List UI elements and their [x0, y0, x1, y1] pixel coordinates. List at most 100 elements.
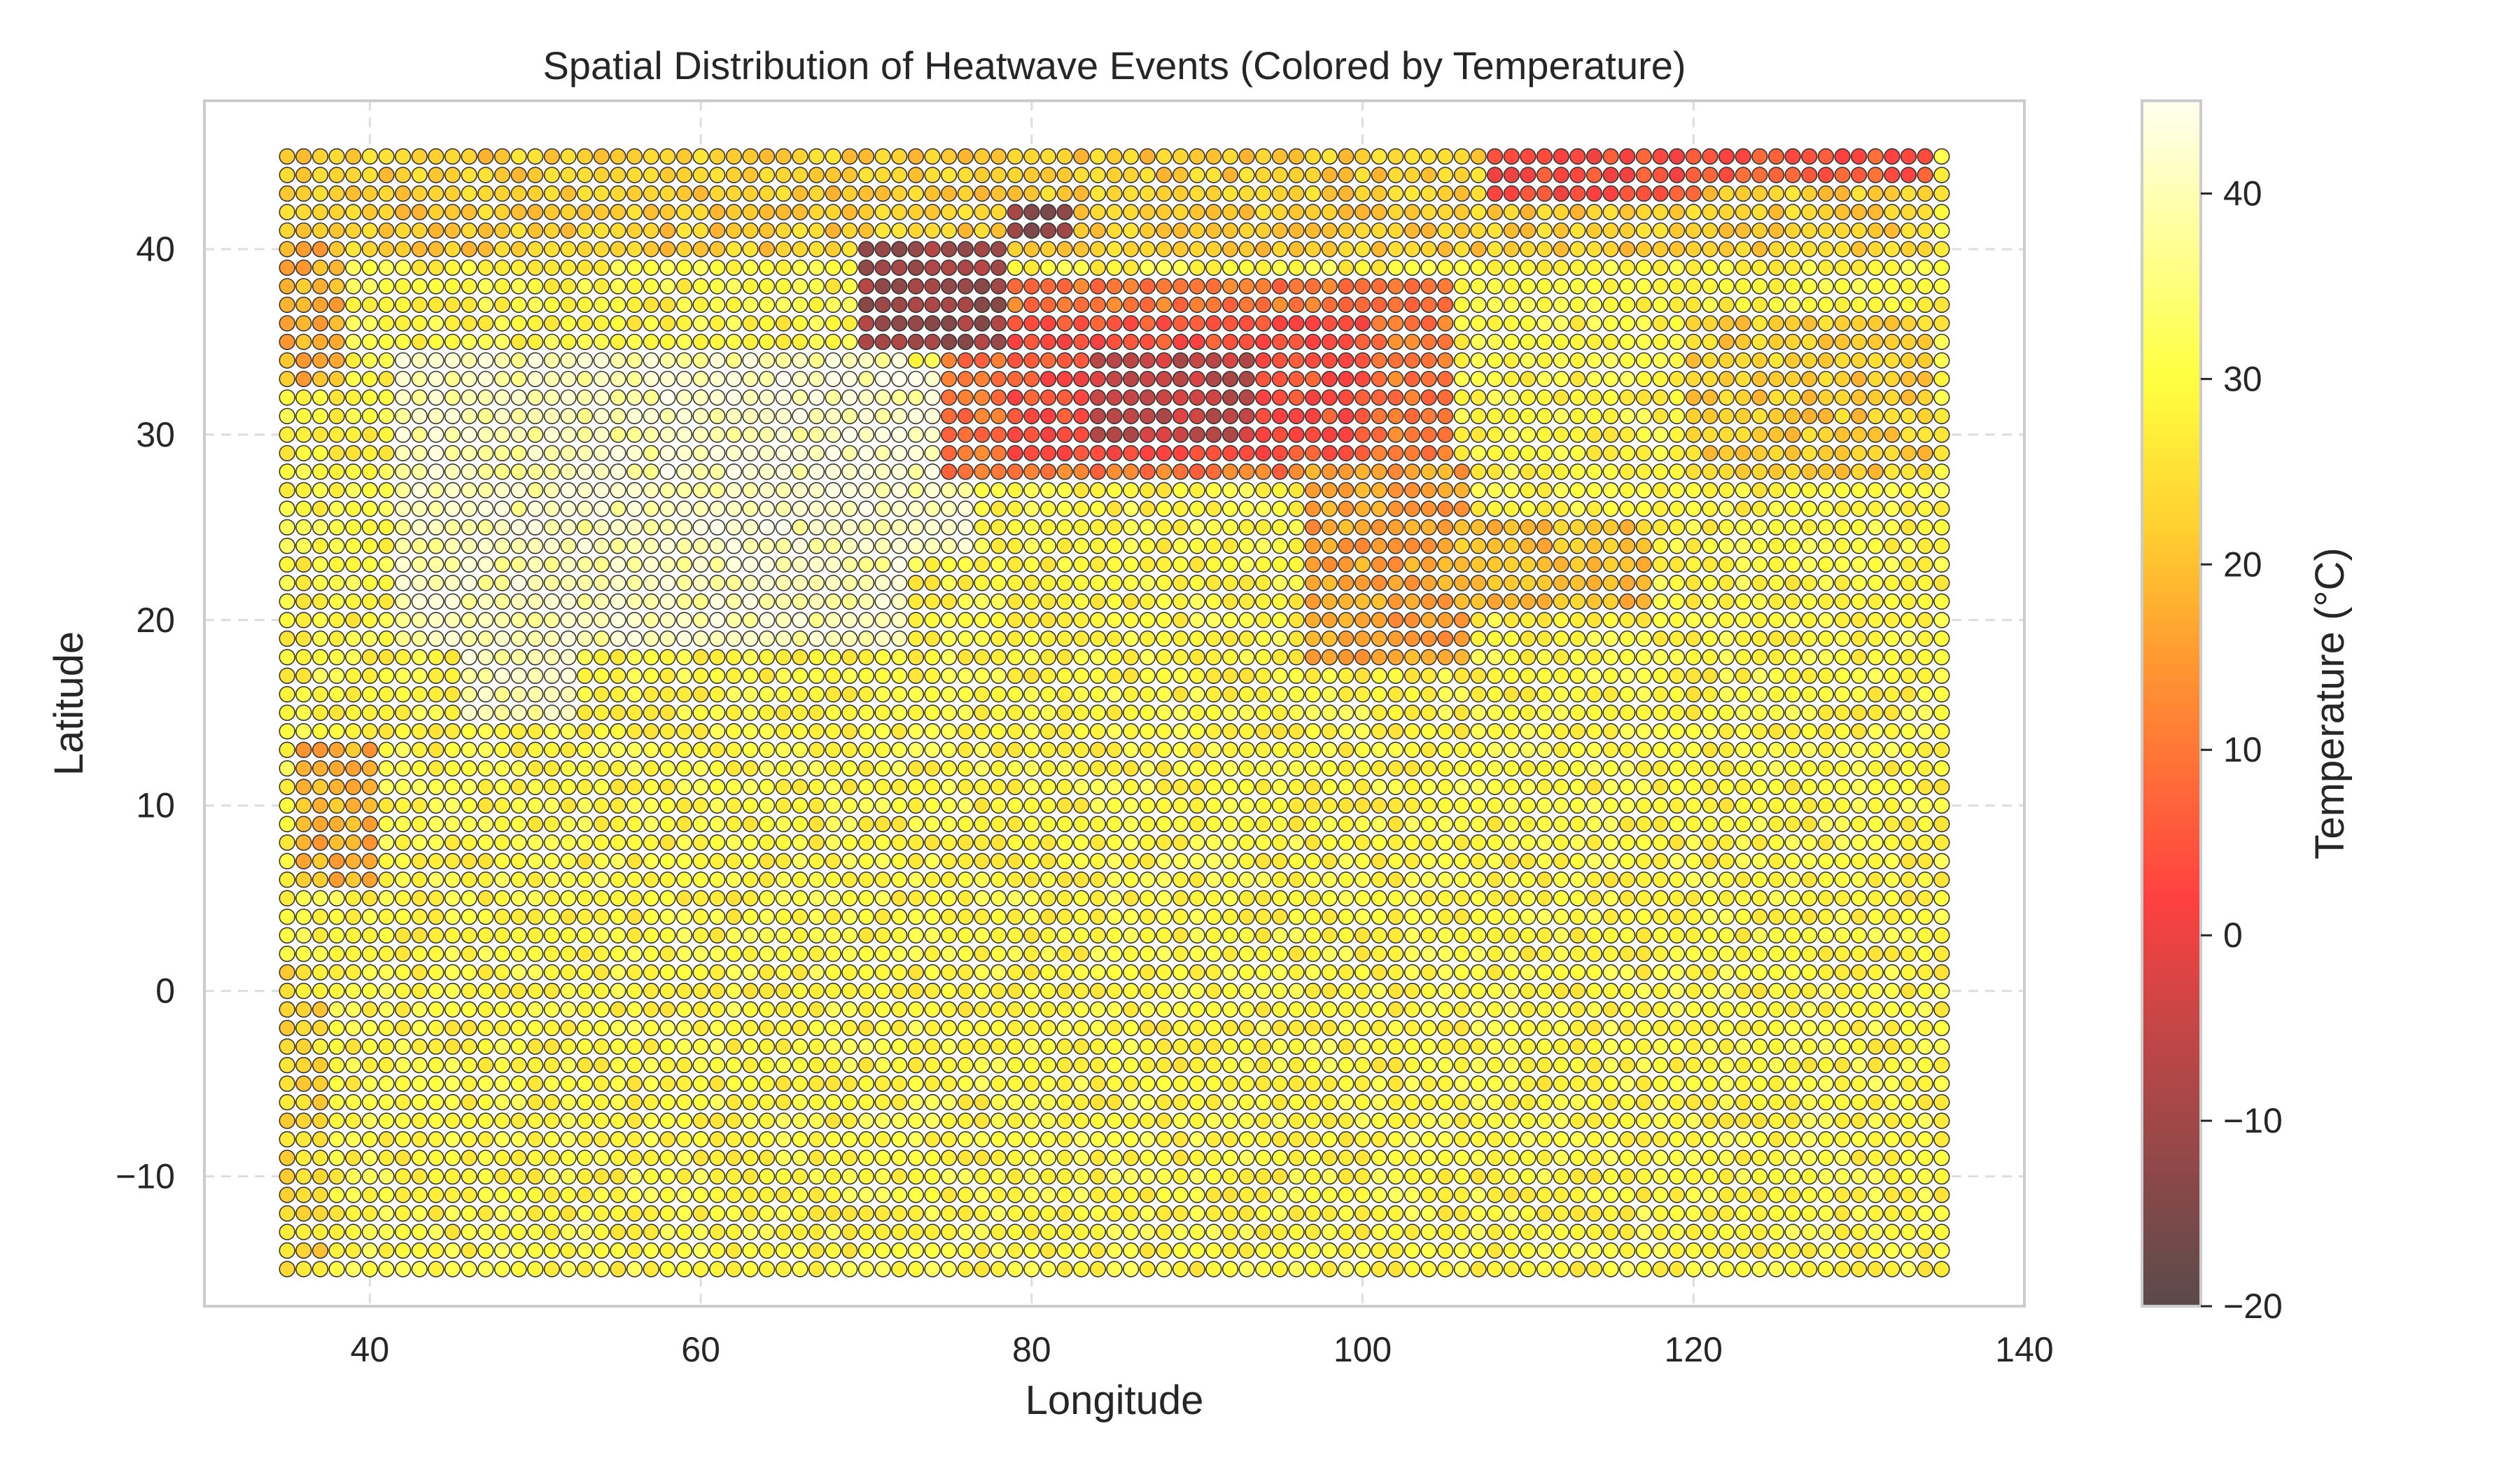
scatter-point	[825, 722, 841, 740]
scatter-point	[1437, 1168, 1454, 1185]
scatter-point	[758, 575, 776, 592]
scatter-point	[361, 556, 379, 573]
scatter-point	[940, 1038, 958, 1055]
scatter-point	[361, 444, 379, 462]
scatter-point	[543, 945, 561, 962]
scatter-point	[957, 667, 974, 684]
scatter-point	[626, 927, 643, 944]
scatter-point	[742, 945, 759, 962]
scatter-point	[1072, 1093, 1090, 1111]
scatter-point	[1040, 407, 1057, 425]
scatter-point	[1205, 1242, 1222, 1259]
scatter-point	[1867, 389, 1884, 406]
scatter-point	[576, 407, 594, 425]
scatter-point	[1470, 1186, 1487, 1203]
scatter-point	[345, 612, 362, 629]
scatter-point	[328, 389, 345, 406]
scatter-point	[1222, 1112, 1239, 1129]
scatter-point	[1288, 741, 1305, 758]
scatter-point	[560, 1186, 577, 1203]
scatter-point	[610, 704, 626, 721]
scatter-point	[1553, 1224, 1569, 1240]
scatter-point	[1834, 407, 1851, 425]
scatter-point	[659, 1242, 676, 1259]
scatter-point	[825, 1038, 841, 1055]
scatter-point	[659, 760, 676, 777]
scatter-point	[1685, 1038, 1702, 1055]
scatter-point	[758, 444, 776, 462]
scatter-point	[361, 630, 379, 647]
scatter-point	[1156, 575, 1172, 592]
scatter-point	[742, 1038, 759, 1055]
scatter-point	[1007, 1038, 1023, 1055]
scatter-point	[378, 612, 395, 629]
scatter-point	[361, 667, 379, 684]
scatter-point	[1404, 1038, 1421, 1055]
scatter-point	[543, 927, 561, 944]
scatter-point	[1751, 1130, 1768, 1148]
scatter-point	[1106, 778, 1123, 795]
scatter-point	[1437, 667, 1454, 684]
scatter-point	[461, 1242, 477, 1259]
scatter-point	[841, 1112, 858, 1129]
scatter-point	[974, 927, 990, 944]
scatter-point	[1238, 667, 1255, 684]
scatter-point	[924, 778, 941, 795]
scatter-point	[940, 1112, 958, 1129]
scatter-point	[328, 927, 345, 944]
scatter-point	[1453, 426, 1471, 443]
scatter-point	[841, 649, 858, 666]
scatter-point	[1503, 370, 1520, 388]
scatter-point	[610, 612, 626, 629]
scatter-point	[361, 816, 379, 832]
scatter-point	[1801, 945, 1818, 962]
scatter-point	[1271, 1261, 1289, 1278]
scatter-point	[1850, 630, 1868, 647]
scatter-point	[1172, 945, 1189, 962]
scatter-point	[576, 389, 594, 406]
scatter-point	[1023, 389, 1040, 406]
scatter-point	[411, 667, 428, 684]
scatter-point	[1586, 964, 1603, 981]
scatter-point	[610, 760, 626, 777]
scatter-point	[510, 722, 527, 740]
scatter-point	[1222, 407, 1239, 425]
scatter-point	[1321, 797, 1338, 814]
scatter-point	[1503, 797, 1520, 814]
scatter-point	[1040, 1224, 1057, 1240]
scatter-point	[1139, 370, 1156, 388]
scatter-point	[1437, 1242, 1454, 1259]
scatter-point	[1072, 630, 1090, 647]
scatter-point	[742, 1168, 759, 1185]
scatter-point	[1569, 538, 1586, 554]
scatter-point	[974, 1038, 990, 1055]
scatter-point	[428, 463, 444, 480]
scatter-point	[1702, 1038, 1718, 1055]
scatter-point	[1900, 1149, 1917, 1166]
scatter-point	[378, 908, 395, 925]
scatter-point	[974, 1205, 990, 1222]
scatter-point	[345, 1186, 362, 1203]
scatter-point	[1834, 686, 1851, 703]
scatter-point	[1354, 1001, 1371, 1018]
scatter-point	[758, 389, 776, 406]
scatter-point	[1586, 945, 1603, 962]
scatter-point	[990, 1168, 1007, 1185]
scatter-point	[1338, 1019, 1354, 1037]
scatter-point	[1668, 630, 1686, 647]
scatter-point	[461, 1186, 477, 1203]
scatter-point	[1437, 778, 1454, 795]
scatter-point	[312, 1019, 329, 1037]
scatter-point	[576, 778, 594, 795]
scatter-point	[1072, 871, 1090, 888]
scatter-point	[345, 982, 362, 1000]
scatter-point	[1718, 686, 1735, 703]
scatter-point	[1288, 612, 1305, 629]
scatter-point	[1900, 482, 1917, 498]
scatter-point	[328, 1130, 345, 1148]
scatter-point	[742, 704, 759, 721]
scatter-point	[1205, 760, 1222, 777]
scatter-point	[1271, 389, 1289, 406]
scatter-point	[461, 463, 477, 480]
scatter-point	[808, 426, 825, 443]
